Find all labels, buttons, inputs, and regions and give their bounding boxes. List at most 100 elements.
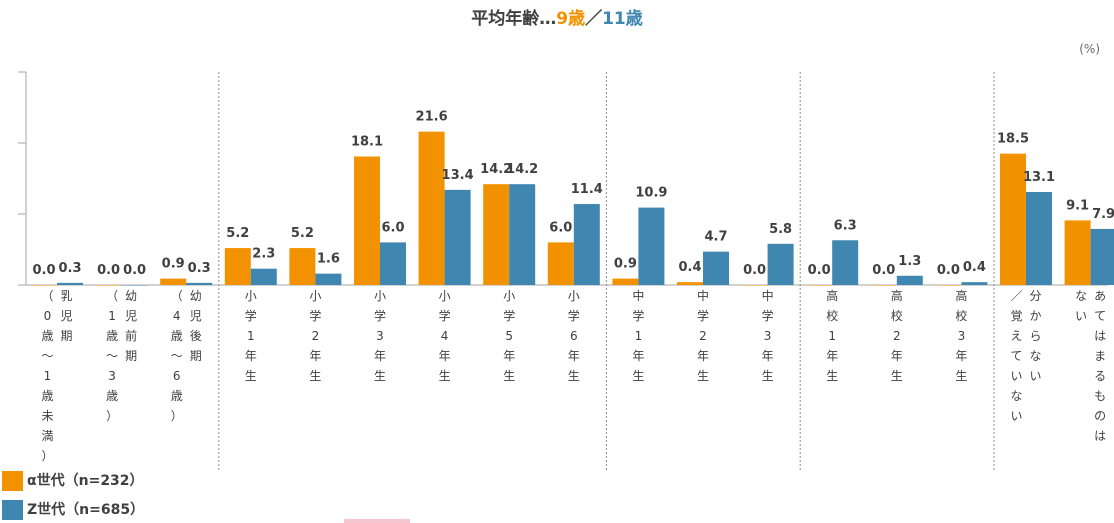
category-label: （0 歳～ 1 歳未満） bbox=[41, 289, 53, 463]
bar-z bbox=[121, 285, 148, 286]
bar-alpha bbox=[289, 248, 316, 285]
category-label: 高校 3 年生 bbox=[955, 288, 967, 383]
value-label-alpha: 5.2 bbox=[291, 226, 314, 241]
category-label: 高校 1 年生 bbox=[826, 288, 838, 383]
bar-alpha bbox=[1000, 153, 1026, 285]
title-prefix: 平均年齢… bbox=[471, 9, 557, 29]
legend-label-alpha: α世代（n=232） bbox=[27, 473, 144, 489]
value-label-z: 0.0 bbox=[123, 263, 146, 278]
category-label: （4 歳～ 6 歳） bbox=[171, 289, 183, 423]
bar-z bbox=[509, 184, 536, 285]
bar-z bbox=[380, 242, 406, 285]
bar-z bbox=[832, 240, 859, 285]
value-label-z: 14.2 bbox=[506, 162, 538, 177]
value-label-alpha: 0.0 bbox=[808, 263, 831, 278]
value-label-z: 0.4 bbox=[963, 260, 986, 275]
value-label-z: 6.0 bbox=[381, 220, 404, 235]
bar-alpha bbox=[870, 285, 897, 286]
value-label-alpha: 0.0 bbox=[32, 263, 55, 278]
category-label: 小学 1 年生 bbox=[245, 289, 257, 383]
value-label-alpha: 18.5 bbox=[997, 132, 1029, 147]
legend-swatch-z bbox=[2, 500, 23, 520]
category-label: （1 歳～ 3 歳） bbox=[106, 289, 118, 423]
value-label-alpha: 18.1 bbox=[351, 134, 383, 149]
legend-item-z: Z世代（n=685） bbox=[2, 499, 144, 520]
value-label-alpha: 14.2 bbox=[480, 162, 512, 177]
bar-alpha bbox=[1064, 220, 1091, 285]
category-label: 乳児期 bbox=[60, 289, 72, 343]
value-label-alpha: 21.6 bbox=[416, 110, 448, 125]
category-label: 小学 4 年生 bbox=[439, 289, 451, 383]
category-label: 幼児前期 bbox=[125, 289, 137, 363]
value-label-z: 11.4 bbox=[571, 182, 603, 197]
unit-label: (%) bbox=[1079, 42, 1100, 56]
category-label: 小学 6 年生 bbox=[568, 289, 580, 383]
bar-z bbox=[57, 282, 83, 285]
value-label-z: 2.3 bbox=[252, 247, 275, 262]
legend-item-alpha: α世代（n=232） bbox=[2, 470, 144, 491]
value-label-z: 0.3 bbox=[188, 261, 211, 276]
bar-alpha bbox=[935, 285, 962, 286]
category-label: 小学 5 年生 bbox=[503, 289, 515, 383]
category-label: 分からない bbox=[1029, 289, 1041, 383]
value-label-z: 13.1 bbox=[1023, 170, 1055, 185]
bar-alpha bbox=[418, 131, 445, 285]
category-label: ない bbox=[1075, 289, 1087, 323]
category-label: 中学 2 年生 bbox=[697, 288, 709, 383]
bar-alpha bbox=[483, 184, 510, 285]
title-separator: ／ bbox=[585, 9, 603, 29]
chart-title: 平均年齢…9歳／11歳 bbox=[0, 4, 1114, 29]
bar-alpha bbox=[31, 285, 57, 286]
legend-swatch-alpha bbox=[2, 471, 23, 491]
bar-z bbox=[186, 282, 213, 285]
bar-alpha bbox=[547, 242, 574, 285]
bar-z bbox=[703, 251, 729, 285]
category-label: 高校 2 年生 bbox=[891, 288, 903, 383]
bar-z bbox=[638, 207, 665, 285]
value-label-z: 10.9 bbox=[635, 186, 667, 201]
title-z-average: 11歳 bbox=[602, 9, 643, 29]
bar-z bbox=[896, 275, 923, 285]
value-label-alpha: 0.0 bbox=[743, 263, 766, 278]
category-label: あてはまるものは bbox=[1094, 289, 1106, 443]
bar-alpha bbox=[354, 156, 380, 285]
category-label: 幼児後期 bbox=[190, 289, 202, 363]
bar-z bbox=[250, 268, 277, 285]
category-label: 中学 3 年生 bbox=[762, 288, 774, 383]
category-label: ／覚えていない bbox=[1010, 289, 1022, 423]
value-label-z: 0.3 bbox=[58, 261, 81, 276]
value-label-alpha: 0.0 bbox=[937, 263, 960, 278]
value-label-z: 13.4 bbox=[442, 168, 474, 183]
bar-alpha bbox=[95, 285, 122, 286]
legend-label-z: Z世代（n=685） bbox=[27, 502, 145, 518]
bar-alpha bbox=[224, 248, 251, 285]
bar-z bbox=[444, 189, 471, 285]
value-label-z: 6.3 bbox=[834, 218, 857, 233]
value-label-alpha: 0.9 bbox=[614, 257, 637, 272]
bar-alpha bbox=[806, 285, 833, 286]
decorative-bar bbox=[344, 519, 410, 523]
bar-z bbox=[961, 282, 988, 285]
category-label: 小学 2 年生 bbox=[309, 289, 321, 383]
value-label-alpha: 9.1 bbox=[1066, 198, 1089, 213]
value-label-alpha: 6.0 bbox=[549, 220, 572, 235]
value-label-z: 5.8 bbox=[769, 222, 792, 237]
bar-z bbox=[573, 204, 600, 285]
value-label-alpha: 0.9 bbox=[162, 257, 185, 272]
value-label-z: 4.7 bbox=[704, 230, 727, 245]
value-label-alpha: 0.0 bbox=[872, 263, 895, 278]
value-label-z: 1.6 bbox=[317, 252, 340, 267]
bar-alpha bbox=[677, 282, 703, 285]
bar-alpha bbox=[612, 278, 639, 285]
title-alpha-average: 9歳 bbox=[556, 9, 586, 29]
value-label-z: 1.3 bbox=[898, 254, 921, 269]
bar-z bbox=[1090, 228, 1114, 285]
bar-z bbox=[1026, 191, 1052, 285]
value-label-alpha: 0.0 bbox=[97, 263, 120, 278]
bar-z bbox=[767, 243, 794, 285]
value-label-alpha: 0.4 bbox=[678, 260, 701, 275]
value-label-alpha: 5.2 bbox=[226, 226, 249, 241]
bar-alpha bbox=[741, 285, 768, 286]
value-label-z: 7.9 bbox=[1092, 207, 1114, 222]
